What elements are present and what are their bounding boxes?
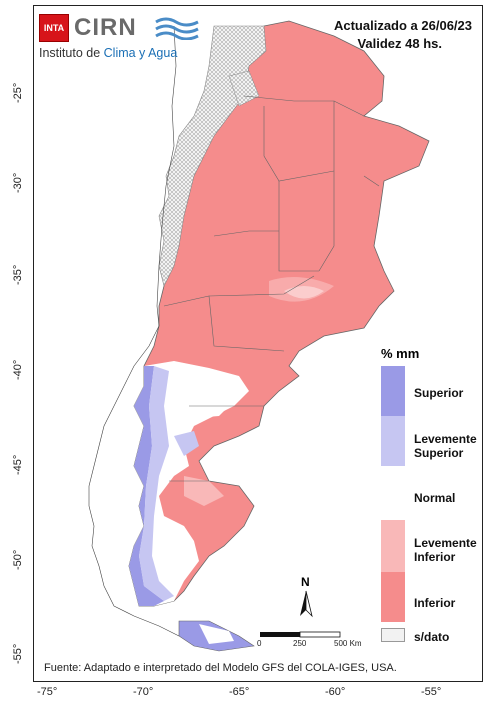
y-tick-label: -40° (12, 359, 24, 380)
scale-bar (260, 631, 341, 638)
legend-swatch-normal (381, 466, 405, 520)
y-tick-label: -50° (12, 549, 24, 570)
logo-subtitle: Instituto de Clima y Agua (39, 46, 177, 60)
updated-date: Actualizado a 26/06/23 (333, 18, 472, 33)
scale-label-0: 0 (257, 639, 262, 648)
north-arrow-icon (300, 590, 313, 618)
validity: Validez 48 hs. (357, 36, 442, 51)
legend-label-normal: Normal (414, 491, 456, 505)
waves-icon (155, 17, 199, 40)
x-tick-label: -60° (325, 686, 346, 698)
logo-subtitle-accent: Clima y Agua (103, 46, 178, 60)
x-tick-label: -55° (421, 686, 442, 698)
x-tick-label: -65° (229, 686, 250, 698)
y-tick-label: -45° (12, 454, 24, 475)
legend-label-superior: Superior (414, 386, 464, 400)
legend-label-levemente-superior: Levemente Superior (414, 432, 477, 460)
y-tick-label: -55° (12, 643, 24, 664)
y-tick-label: -35° (12, 264, 24, 285)
logo-subtitle-main: Instituto de (39, 46, 101, 60)
scale-label-500: 500 Km (334, 639, 362, 648)
legend-label-sdato: s/dato (414, 630, 450, 644)
legend-label-levemente-inferior: Levemente Inferior (414, 536, 477, 564)
legend-title: % mm (381, 346, 420, 361)
precipitation-map (88, 20, 430, 652)
legend-label-inferior: Inferior (414, 596, 456, 610)
scale-label-250: 250 (293, 639, 307, 648)
legend-swatch-inferior (381, 572, 405, 622)
levemente-superior-zone (139, 366, 174, 601)
map-frame: INTA CIRN Instituto de Clima y Agua Actu… (33, 5, 483, 682)
y-tick-label: -25° (12, 82, 24, 103)
legend-swatch-levemente-superior (381, 416, 405, 466)
north-label: N (301, 575, 310, 589)
legend-swatch-superior (381, 366, 405, 416)
y-tick-label: -30° (12, 172, 24, 193)
x-tick-label: -75° (37, 686, 58, 698)
superior-west-strip (129, 366, 164, 606)
legend-swatch-levemente-inferior (381, 520, 405, 572)
legend-swatch-sdato (381, 628, 405, 642)
cirn-logo: CIRN (74, 14, 137, 41)
source-note: Fuente: Adaptado e interpretado del Mode… (44, 662, 397, 674)
x-tick-label: -70° (133, 686, 154, 698)
inta-logo: INTA (39, 14, 69, 42)
